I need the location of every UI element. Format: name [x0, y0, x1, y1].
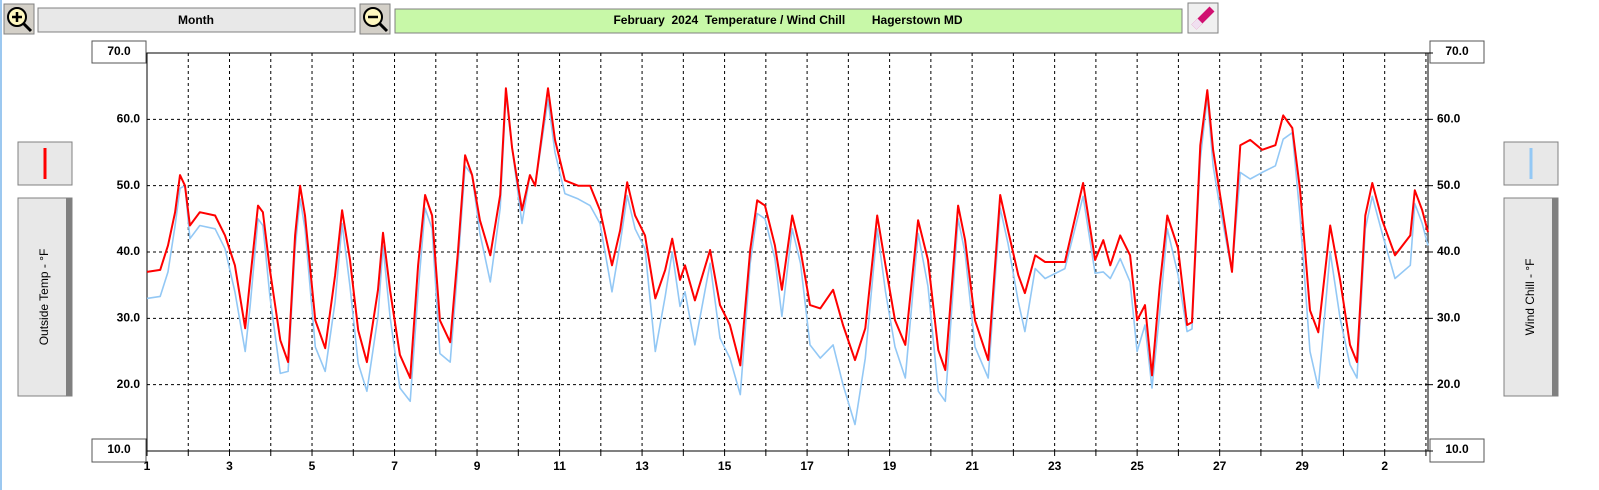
series-line	[146, 87, 1429, 379]
x-tick-label: 9	[474, 459, 481, 473]
plot-frame	[146, 52, 1429, 452]
x-tick-label: 13	[635, 459, 649, 473]
chill-axis-button[interactable]	[1503, 197, 1559, 397]
x-tick-label: 25	[1130, 459, 1144, 473]
x-tick-label: 11	[553, 459, 566, 473]
y-tick-label: 40.0	[117, 244, 141, 258]
y2-tick-label: 20.0	[1437, 377, 1461, 391]
y2-tick-label: 50.0	[1437, 178, 1461, 192]
x-tick-label: 23	[1048, 459, 1062, 473]
temp-legend-button[interactable]	[17, 141, 73, 186]
x-tick-label: 3	[226, 459, 233, 473]
chart-title: February 2024 Temperature / Wind Chill H…	[613, 13, 962, 27]
y2-axis-label: Wind Chill - °F	[1523, 259, 1537, 336]
y-tick-label: 30.0	[117, 311, 141, 325]
x-tick-label: 7	[391, 459, 398, 473]
plot-area: 10.0 20.0 30.0 40.0 50.0 60.0 70.0 10.0 20.0 30.0…	[107, 44, 1469, 473]
y-tick-label: 60.0	[117, 112, 141, 126]
x-tick-label: 27	[1213, 459, 1227, 473]
x-tick-label: 21	[965, 459, 979, 473]
x-tick-label: 15	[718, 459, 732, 473]
y-tick-label: 20.0	[117, 377, 141, 391]
eraser-button[interactable]	[1187, 2, 1219, 34]
y-tick-label: 50.0	[117, 178, 141, 192]
y-axis-label: Outside Temp - °F	[37, 249, 51, 346]
zoom-in-button[interactable]	[3, 3, 35, 35]
period-selector[interactable]	[37, 7, 356, 33]
button-shadow	[66, 198, 72, 396]
chill-legend-button[interactable]	[1503, 141, 1559, 186]
y2-max-box[interactable]	[1429, 40, 1485, 64]
y2-tick-label: 70.0	[1445, 44, 1469, 58]
y2-tick-label: 60.0	[1437, 112, 1461, 126]
y-min-box[interactable]	[91, 438, 147, 463]
x-tick-label: 1	[144, 459, 151, 473]
period-label: Month	[178, 13, 214, 27]
title-box	[394, 8, 1183, 34]
button-shadow	[1552, 198, 1558, 396]
temp-axis-button[interactable]	[17, 197, 73, 397]
y2-tick-label: 30.0	[1437, 311, 1461, 325]
series-line	[146, 94, 1429, 426]
zoom-out-button[interactable]	[359, 3, 391, 35]
y-tick-label: 70.0	[107, 44, 131, 58]
y2-tick-label: 40.0	[1437, 244, 1461, 258]
y-tick-label: 10.0	[107, 442, 131, 456]
y2-tick-label: 10.0	[1445, 442, 1469, 456]
x-tick-label: 2	[1381, 459, 1388, 473]
y-max-box[interactable]	[91, 40, 147, 64]
x-tick-label: 5	[309, 459, 316, 473]
x-tick-label: 17	[800, 459, 814, 473]
x-tick-label: 29	[1295, 459, 1309, 473]
x-tick-label: 19	[883, 459, 897, 473]
window-edge	[0, 0, 2, 490]
